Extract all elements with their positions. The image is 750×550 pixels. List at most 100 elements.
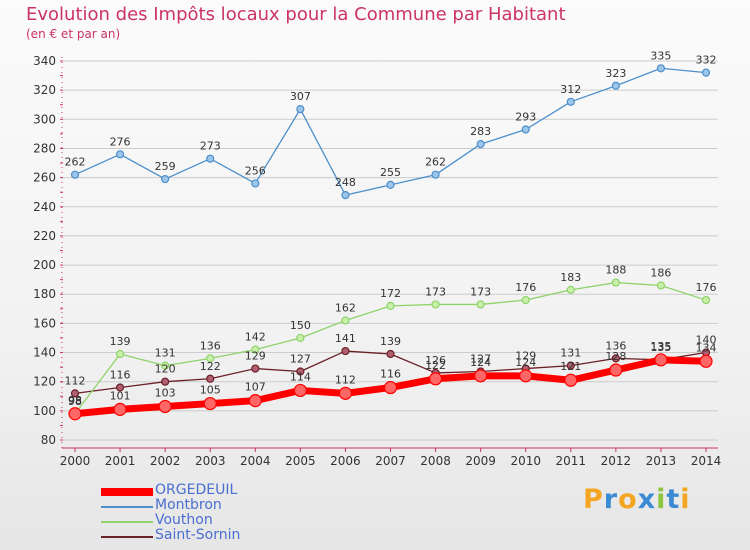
data-point-orgedeuil	[428, 372, 443, 386]
x-tick-label: 2012	[601, 454, 632, 468]
data-label-saint-sornin: 127	[290, 352, 311, 365]
x-tick-label: 2007	[375, 454, 406, 468]
data-point-montbron	[251, 179, 260, 188]
x-tick-label: 2010	[510, 454, 541, 468]
y-tick-label: 220	[33, 229, 56, 243]
data-label-vouthon: 186	[650, 266, 671, 279]
y-tick-label: 180	[33, 287, 56, 301]
data-label-saint-sornin: 141	[335, 332, 356, 345]
data-point-vouthon	[296, 333, 305, 343]
data-point-vouthon	[611, 278, 620, 287]
data-point-saint-sornin	[386, 349, 395, 359]
data-point-vouthon	[431, 300, 440, 309]
data-label-orgedeuil: 101	[110, 389, 131, 402]
data-label-saint-sornin: 116	[110, 369, 131, 382]
data-point-vouthon	[206, 354, 215, 363]
data-point-orgedeuil	[293, 383, 307, 398]
data-point-orgedeuil	[383, 380, 398, 395]
x-tick-label: 2014	[691, 454, 722, 468]
data-point-saint-sornin	[70, 389, 80, 398]
x-tick-label: 2011	[556, 454, 587, 468]
data-label-orgedeuil: 103	[155, 386, 176, 399]
data-label-saint-sornin: 120	[155, 363, 176, 376]
data-label-vouthon: 173	[425, 285, 446, 298]
data-label-orgedeuil: 122	[425, 359, 446, 372]
data-point-orgedeuil	[203, 396, 217, 411]
data-label-montbron: 312	[560, 83, 581, 96]
data-label-orgedeuil: 116	[380, 368, 401, 381]
legend-label-montbron: Montbron	[155, 497, 222, 513]
data-point-orgedeuil	[68, 407, 82, 421]
data-label-saint-sornin: 129	[515, 350, 536, 363]
data-point-vouthon	[566, 285, 575, 294]
data-label-vouthon: 176	[515, 281, 536, 294]
data-point-saint-sornin	[206, 374, 215, 383]
legend-label-vouthon: Vouthon	[155, 512, 213, 528]
data-point-montbron	[476, 139, 485, 149]
data-point-saint-sornin	[341, 346, 350, 356]
logo-letter: t	[666, 484, 681, 515]
data-point-montbron	[701, 68, 711, 77]
data-point-orgedeuil	[338, 386, 353, 400]
data-point-orgedeuil	[113, 402, 127, 416]
x-tick-label: 2004	[240, 454, 271, 468]
data-label-saint-sornin: 127	[470, 352, 491, 365]
logo-letter: r	[603, 484, 619, 515]
data-point-orgedeuil	[519, 369, 533, 383]
data-point-montbron	[341, 191, 350, 200]
data-label-orgedeuil: 105	[200, 384, 221, 397]
data-label-montbron: 248	[335, 176, 356, 189]
data-point-saint-sornin	[566, 361, 575, 370]
data-label-montbron: 255	[380, 166, 401, 179]
data-label-saint-sornin: 139	[380, 335, 401, 348]
data-point-montbron	[386, 180, 395, 190]
data-label-montbron: 283	[470, 125, 491, 138]
y-tick-label: 320	[33, 83, 56, 97]
data-point-orgedeuil	[564, 373, 578, 387]
data-label-orgedeuil: 107	[245, 381, 266, 394]
data-label-saint-sornin: 129	[245, 350, 266, 363]
data-point-saint-sornin	[251, 364, 260, 373]
x-tick-label: 2009	[465, 454, 496, 468]
y-tick-label: 340	[33, 54, 56, 68]
x-tick-label: 2000	[60, 454, 91, 468]
legend-label-saint-sornin: Saint-Sornin	[155, 527, 241, 543]
data-label-montbron: 276	[110, 135, 131, 148]
legend-label-orgedeuil: ORGEDEUIL	[155, 482, 238, 498]
data-point-vouthon	[251, 345, 260, 354]
logo-letter: o	[618, 484, 638, 515]
data-label-montbron: 335	[650, 49, 671, 62]
legend-swatch-vouthon	[101, 521, 153, 523]
data-label-saint-sornin: 135	[650, 341, 671, 354]
data-point-montbron	[521, 125, 530, 134]
data-label-vouthon: 183	[560, 271, 581, 284]
data-point-montbron	[115, 150, 125, 159]
data-label-orgedeuil: 124	[515, 356, 536, 369]
data-point-orgedeuil	[654, 353, 668, 367]
data-label-saint-sornin: 136	[605, 339, 626, 352]
data-point-vouthon	[115, 349, 125, 359]
y-tick-label: 300	[33, 112, 56, 126]
data-point-saint-sornin	[611, 354, 620, 363]
y-tick-label: 120	[33, 375, 56, 389]
data-label-orgedeuil: 98	[68, 394, 82, 407]
data-point-vouthon	[386, 301, 395, 310]
data-label-orgedeuil: 124	[470, 356, 491, 369]
x-tick-label: 2001	[105, 454, 136, 468]
data-label-vouthon: 172	[380, 287, 401, 300]
x-tick-label: 2002	[150, 454, 181, 468]
y-tick-label: 280	[33, 141, 56, 155]
proxiti-logo: Proxiti	[583, 484, 691, 515]
x-tick-label: 2006	[330, 454, 361, 468]
data-point-orgedeuil	[699, 354, 713, 368]
data-label-vouthon: 136	[200, 339, 221, 352]
data-label-montbron: 273	[200, 140, 221, 153]
data-label-montbron: 323	[605, 67, 626, 80]
data-point-vouthon	[521, 295, 530, 305]
data-point-montbron	[656, 64, 666, 73]
data-label-orgedeuil: 128	[605, 350, 626, 363]
logo-letter: P	[583, 484, 604, 515]
data-label-saint-sornin: 112	[65, 374, 86, 387]
data-label-vouthon: 188	[605, 264, 626, 277]
